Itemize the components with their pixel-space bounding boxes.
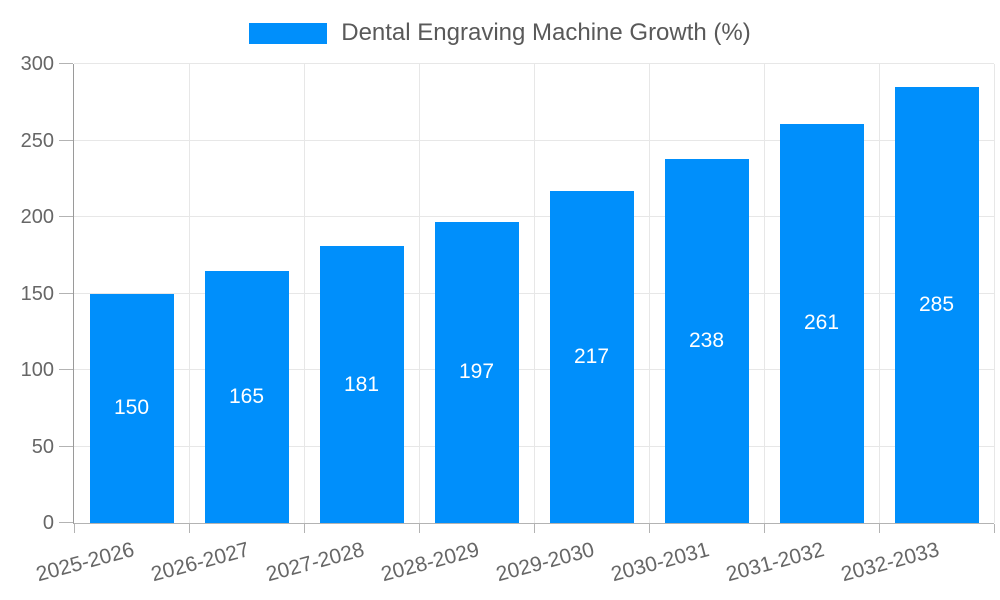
y-axis-labels: 0 50 100 150 200 250 300 — [0, 54, 54, 533]
y-axis-tick — [59, 63, 73, 64]
v-gridline — [764, 64, 765, 523]
bar[interactable]: 150 — [89, 293, 174, 523]
x-axis-tick — [764, 524, 765, 533]
x-axis-tick — [534, 524, 535, 533]
bar[interactable]: 165 — [204, 270, 289, 523]
x-tick-label: 2030-2031 — [608, 538, 712, 587]
bar-value-label: 181 — [343, 372, 380, 396]
y-tick-label: 250 — [20, 129, 54, 152]
x-axis-tick — [74, 524, 75, 533]
v-gridline — [189, 64, 190, 523]
x-tick-label: 2025-2026 — [33, 538, 137, 587]
x-tick-label: 2031-2032 — [723, 538, 827, 587]
v-gridline — [879, 64, 880, 523]
y-tick-label: 200 — [20, 206, 54, 229]
y-tick-label: 100 — [20, 359, 54, 382]
y-axis-tick — [59, 292, 73, 294]
y-axis-tick — [59, 522, 73, 523]
bar[interactable]: 197 — [434, 221, 519, 523]
bar[interactable]: 285 — [894, 86, 979, 523]
v-gridline — [419, 64, 420, 523]
bar-value-label: 197 — [458, 360, 495, 384]
y-tick-label: 300 — [20, 53, 54, 75]
bar-value-label: 285 — [918, 292, 955, 316]
bar[interactable]: 261 — [779, 123, 864, 523]
y-tick-label: 50 — [31, 435, 54, 458]
bar-value-label: 238 — [688, 328, 725, 352]
v-gridline — [994, 64, 995, 523]
x-axis-tick — [994, 524, 995, 533]
y-tick-label: 150 — [20, 282, 54, 305]
y-axis-tick — [59, 369, 73, 371]
bar[interactable]: 217 — [549, 191, 634, 523]
v-gridline — [534, 64, 535, 523]
x-tick-label: 2026-2027 — [148, 538, 252, 587]
x-axis-tick — [879, 524, 880, 533]
y-axis-tick — [59, 445, 73, 447]
bar[interactable]: 238 — [664, 158, 749, 523]
bar-value-label: 150 — [113, 396, 150, 420]
bar[interactable]: 181 — [319, 246, 404, 523]
y-axis-tick — [59, 139, 73, 141]
x-axis-tick — [304, 524, 305, 533]
x-tick-label: 2028-2029 — [378, 538, 482, 587]
v-gridline — [649, 64, 650, 523]
legend-swatch-icon — [249, 22, 328, 44]
h-gridline — [74, 63, 994, 64]
legend-label: Dental Engraving Machine Growth (%) — [341, 19, 751, 46]
bar-value-label: 165 — [228, 384, 265, 408]
bar-value-label: 217 — [573, 345, 610, 368]
x-axis-labels: 2025-2026 2026-2027 2027-2028 2028-2029 2029… — [33, 523, 993, 600]
legend[interactable]: Dental Engraving Machine Growth (%) — [0, 19, 1000, 47]
v-gridline — [304, 64, 305, 523]
plot-area: 150 165 181 197 217 238 261 285 — [59, 63, 995, 533]
x-axis-tick — [649, 524, 650, 533]
y-tick-label: 0 — [42, 512, 54, 534]
x-axis-tick — [189, 524, 190, 533]
bar-value-label: 261 — [803, 311, 840, 335]
x-axis-tick — [419, 524, 420, 533]
y-axis-tick — [59, 216, 73, 218]
x-tick-label: 2032-2033 — [838, 538, 942, 587]
x-tick-label: 2027-2028 — [263, 538, 367, 587]
x-tick-label: 2029-2030 — [493, 538, 597, 587]
